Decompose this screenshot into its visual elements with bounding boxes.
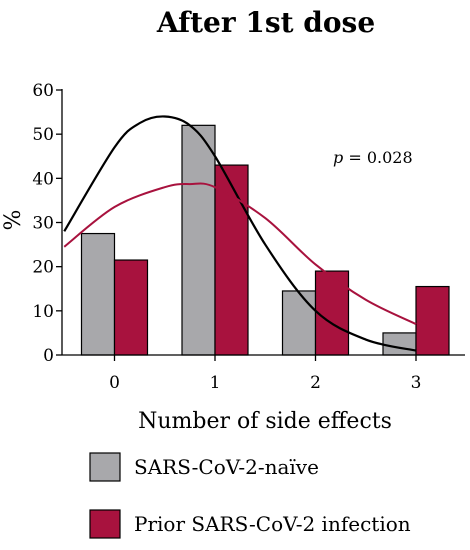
- bar-naive-0: [80, 232, 116, 356]
- y-tick-label-60: 60: [32, 81, 54, 101]
- bar-naive-3: [382, 332, 417, 356]
- bar-prior-3: [415, 285, 450, 356]
- bar-naive-2: [281, 290, 317, 356]
- y-tick-label-10: 10: [32, 302, 54, 322]
- y-tick-label-0: 0: [43, 346, 54, 366]
- x-tick-label-0: 0: [109, 373, 120, 393]
- y-tick-label-20: 20: [32, 258, 54, 278]
- y-axis-label: %: [1, 210, 26, 231]
- axes-layer: 0 10 20 30 40 50 60 0 1 2 3: [32, 81, 465, 393]
- y-tick-label-30: 30: [32, 214, 54, 234]
- x-tick-label-1: 1: [210, 373, 221, 393]
- p-value-text: = 0.028: [343, 148, 412, 167]
- x-tick-label-2: 2: [310, 373, 321, 393]
- legend-label-naive: SARS-CoV-2-naïve: [134, 455, 319, 479]
- legend-label-prior: Prior SARS-CoV-2 infection: [134, 512, 411, 536]
- x-axis-label: Number of side effects: [138, 409, 392, 434]
- y-tick-label-40: 40: [32, 169, 54, 189]
- bar-prior-0: [113, 259, 149, 356]
- legend: SARS-CoV-2-naïve Prior SARS-CoV-2 infecti…: [89, 452, 411, 539]
- fit-curve-naive: [63, 115, 417, 352]
- bar-prior-2: [314, 270, 350, 356]
- y-tick-label-50: 50: [32, 125, 54, 145]
- chart-title: After 1st dose: [156, 6, 375, 39]
- p-value-italic: p: [333, 148, 343, 167]
- bar-prior-1: [214, 164, 249, 356]
- fit-curve-prior: [63, 182, 417, 325]
- legend-swatch-naive: [89, 452, 121, 482]
- x-tick-label-3: 3: [411, 373, 422, 393]
- legend-swatch-prior: [89, 509, 121, 539]
- curves-layer: [63, 115, 417, 352]
- bar-naive-1: [181, 124, 216, 356]
- p-value-annotation: p = 0.028: [333, 148, 413, 167]
